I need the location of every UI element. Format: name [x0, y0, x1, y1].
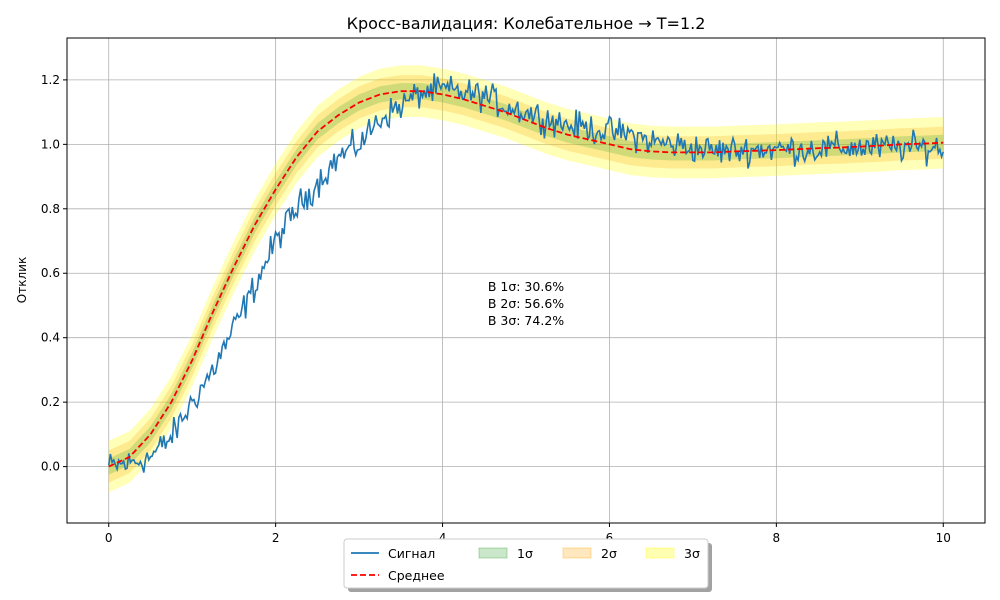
legend-swatch-2sigma — [562, 547, 592, 559]
band-3sigma — [108, 65, 944, 493]
coverage-line: В 1σ: 30.6% — [488, 279, 564, 294]
legend-swatch-1sigma — [478, 547, 508, 559]
legend-label: 2σ — [601, 546, 617, 561]
y-tick-label: 0.8 — [41, 202, 60, 216]
legend: Сигнал Среднее 1σ 2σ 3σ — [343, 538, 712, 592]
plot-frame — [66, 37, 986, 524]
x-axis-ticks: 0 2 4 6 8 10 — [105, 523, 951, 545]
chart-title: Кросс-валидация: Колебательное → T=1.2 — [347, 14, 706, 33]
legend-label: Сигнал — [388, 546, 435, 561]
legend-label: 3σ — [684, 546, 700, 561]
x-tick-label: 6 — [606, 531, 614, 545]
y-tick-label: 0.6 — [41, 266, 60, 280]
coverage-line: В 2σ: 56.6% — [488, 296, 564, 311]
sigma-bands — [108, 65, 944, 493]
y-axis-ticks: 0.0 0.2 0.4 0.6 0.8 1.0 1.2 — [41, 73, 67, 474]
y-tick-label: 1.2 — [41, 73, 60, 87]
y-tick-label: 0.2 — [41, 395, 60, 409]
legend-label: Среднее — [388, 568, 445, 583]
series-mean-line — [108, 90, 944, 468]
coverage-line: В 3σ: 74.2% — [488, 313, 564, 328]
legend-box — [343, 538, 709, 589]
y-axis-label: Отклик — [15, 257, 29, 303]
x-tick-label: 2 — [272, 531, 280, 545]
x-tick-label: 0 — [105, 531, 113, 545]
x-tick-label: 10 — [936, 531, 951, 545]
legend-label: 1σ — [517, 546, 533, 561]
grid — [67, 38, 985, 523]
coverage-annotation: В 1σ: 30.6% В 2σ: 56.6% В 3σ: 74.2% — [488, 279, 564, 328]
x-tick-label: 4 — [439, 531, 447, 545]
y-tick-label: 1.0 — [41, 137, 60, 151]
series-lines — [107, 73, 945, 473]
series-signal-line — [107, 73, 945, 473]
y-tick-label: 0.0 — [41, 460, 60, 474]
legend-swatch-3sigma — [645, 547, 675, 559]
y-tick-label: 0.4 — [41, 331, 60, 345]
x-tick-label: 8 — [773, 531, 781, 545]
